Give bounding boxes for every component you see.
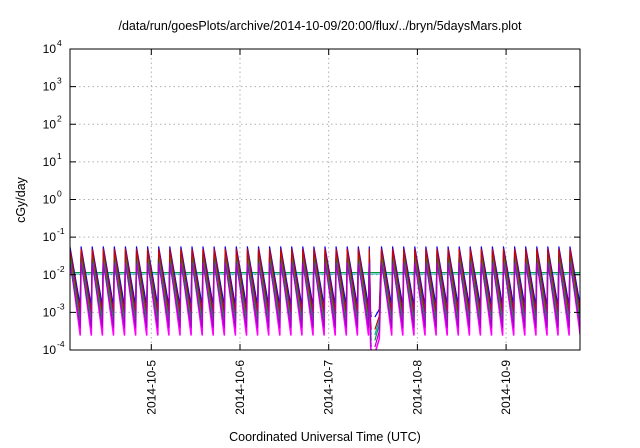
y-tick-exponent: 2 xyxy=(57,113,62,123)
y-tick-exponent: -4 xyxy=(57,339,65,349)
y-tick-label: 10 xyxy=(43,305,57,319)
y-tick-label: 10 xyxy=(43,268,57,282)
y-tick-exponent: -1 xyxy=(57,226,65,236)
y-tick-label: 10 xyxy=(43,155,57,169)
y-tick-exponent: 3 xyxy=(57,76,62,86)
plot-frame xyxy=(69,48,581,351)
chart-title: /data/run/goesPlots/archive/2014-10-09/2… xyxy=(118,19,522,33)
y-tick-exponent: -2 xyxy=(57,264,65,274)
y-tick-label: 10 xyxy=(43,193,57,207)
x-tick-label: 2014-10-9 xyxy=(499,360,513,415)
x-tick-label: 2014-10-7 xyxy=(322,360,336,415)
grid-lines xyxy=(70,49,580,350)
x-tick-label: 2014-10-8 xyxy=(410,360,424,415)
series-layer xyxy=(70,246,580,350)
y-tick-exponent: -3 xyxy=(57,301,65,311)
x-axis-label: Coordinated Universal Time (UTC) xyxy=(229,430,421,444)
y-tick-label: 10 xyxy=(43,230,57,244)
y-tick-label: 10 xyxy=(43,42,57,56)
series-line xyxy=(70,262,580,348)
y-tick-exponent: 1 xyxy=(57,151,62,161)
y-tick-label: 10 xyxy=(43,117,57,131)
y-tick-exponent: 0 xyxy=(57,189,62,199)
y-tick-exponent: 4 xyxy=(57,38,62,48)
y-tick-label: 10 xyxy=(43,343,57,357)
x-tick-label: 2014-10-5 xyxy=(144,360,158,415)
y-tick-label: 10 xyxy=(43,80,57,94)
x-tick-label: 2014-10-6 xyxy=(233,360,247,415)
